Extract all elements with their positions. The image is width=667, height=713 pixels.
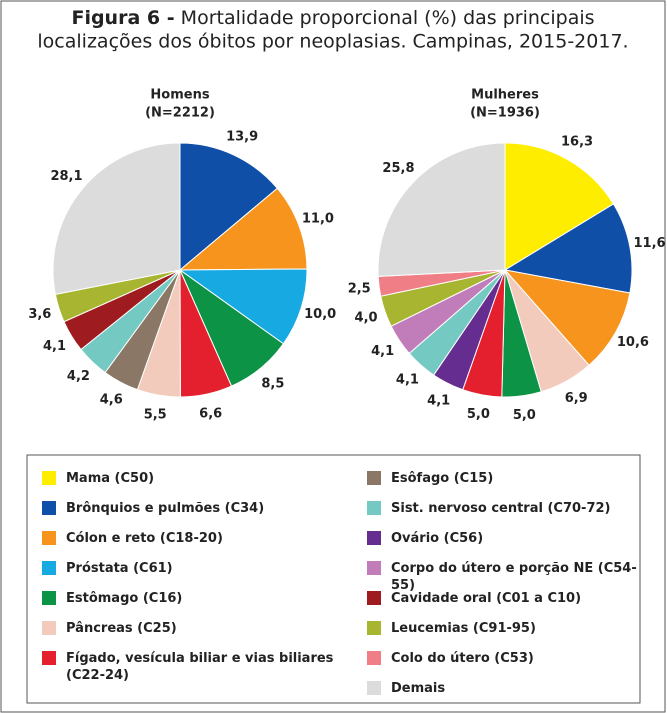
legend-swatch (367, 471, 381, 485)
legend-swatch (367, 681, 381, 695)
legend-label: Mama (C50) (66, 471, 155, 486)
value-label: 8,5 (261, 376, 284, 391)
pie-slice (504, 142, 615, 271)
pie-slice (178, 268, 308, 345)
legend-label: Sist. nervoso central (C70-72) (391, 501, 611, 516)
legend-label: Pâncreas (C25) (66, 621, 177, 636)
pie-subtitle: (N=2212) (145, 106, 215, 121)
legend-label: Próstata (C61) (66, 561, 173, 576)
legend-label: Brônquios e pulmões (C34) (66, 501, 265, 516)
legend-swatch (42, 651, 56, 665)
value-label: 28,1 (50, 169, 82, 184)
pie-slice (377, 142, 506, 277)
value-label: 13,9 (226, 129, 258, 144)
value-label: 5,5 (144, 407, 167, 422)
legend-swatch (42, 591, 56, 605)
value-label: 4,1 (396, 372, 419, 387)
value-label: 5,0 (513, 408, 536, 423)
figure-caption: Mortalidade proporcional (%) das princip… (181, 7, 595, 29)
legend-label: Leucemias (C91-95) (391, 621, 536, 636)
value-label: 4,1 (371, 344, 394, 359)
figure-caption: localizações dos óbitos por neoplasias. … (37, 31, 628, 53)
legend-label: Corpo do útero e porção NE (C54-55) (391, 561, 637, 593)
legend-label: Cólon e reto (C18-20) (66, 531, 223, 546)
value-label: 11,0 (302, 212, 334, 227)
pie-slice (179, 142, 278, 272)
legend-label: Demais (391, 681, 446, 696)
value-label: 10,6 (617, 335, 649, 350)
value-label: 4,6 (100, 392, 123, 407)
legend-label: Cavidade oral (C01 a C10) (391, 591, 582, 606)
value-label: 3,6 (28, 307, 51, 322)
value-label: 25,8 (382, 161, 414, 176)
value-label: 4,2 (67, 369, 90, 384)
legend-label: Fígado, vesícula biliar e vias biliares … (66, 651, 334, 683)
pie-slice (52, 142, 181, 295)
legend-swatch (367, 531, 381, 545)
value-label: 16,3 (561, 134, 593, 149)
pie-title: Homens (150, 88, 209, 103)
pie-subtitle: (N=1936) (470, 106, 540, 121)
legend-label: Colo do útero (C53) (391, 651, 534, 666)
legend-swatch (42, 501, 56, 515)
legend-label: Ovário (C56) (391, 531, 484, 546)
figure-label: Figura 6 - (71, 7, 174, 29)
legend-swatch (367, 621, 381, 635)
value-label: 6,9 (565, 391, 588, 406)
pie-slice (503, 269, 631, 366)
value-label: 4,1 (427, 394, 450, 409)
legend-label: Estômago (C16) (66, 591, 183, 606)
value-label: 6,6 (199, 406, 222, 421)
pie-slice (503, 203, 633, 294)
pie-slice (178, 187, 308, 271)
legend-swatch (367, 501, 381, 515)
figure-title: Figura 6 - Mortalidade proporcional (%) … (71, 7, 594, 29)
value-label: 10,0 (304, 307, 336, 322)
pie-title: Mulheres (471, 88, 539, 103)
legend-label: Esôfago (C15) (391, 471, 494, 486)
legend-swatch (367, 591, 381, 605)
value-label: 4,1 (43, 339, 66, 354)
legend-swatch (42, 621, 56, 635)
value-label: 11,6 (634, 236, 666, 251)
value-label: 4,0 (355, 311, 378, 326)
legend-swatch (42, 561, 56, 575)
legend-swatch (42, 531, 56, 545)
legend-swatch (367, 561, 381, 575)
value-label: 5,0 (467, 407, 490, 422)
legend-swatch (42, 471, 56, 485)
value-label: 2,5 (348, 281, 371, 296)
legend-box (26, 454, 641, 704)
legend-swatch (367, 651, 381, 665)
